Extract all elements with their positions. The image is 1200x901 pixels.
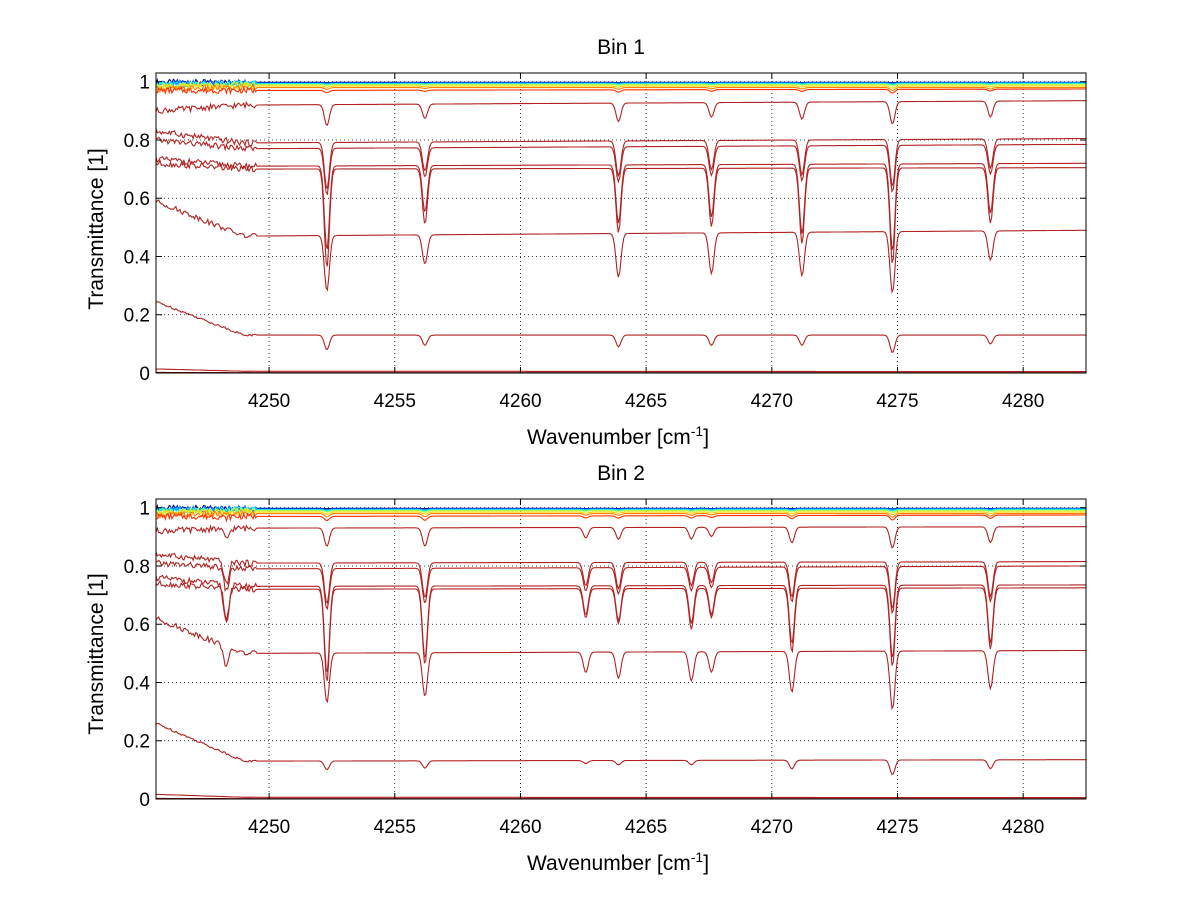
bin-2-axes-frame — [155, 498, 1087, 800]
bin-2-x-tick-label-3: 4265 — [625, 817, 667, 838]
bin-2-y-tick-label-2: 0.4 — [124, 673, 151, 694]
bin-2-series-line-15 — [155, 793, 1086, 799]
bin-1-y-tick-label-0: 0 — [139, 364, 150, 385]
bin-2-series-line-8 — [155, 524, 1086, 549]
bin-1-x-axis-label-superscript: -1 — [691, 423, 704, 439]
bin-1-y-ticks: 0 0.2 0.4 0.6 0.8 1 — [124, 73, 1086, 385]
bin-2-x-tick-label-6: 4280 — [1002, 817, 1044, 838]
bin-1-axes-frame — [155, 72, 1087, 374]
bin-1-y-tick-label-4: 0.8 — [124, 131, 150, 152]
bin-2-series-line-9 — [155, 551, 1086, 610]
bin-2-x-axis-label-superscript: -1 — [691, 849, 704, 865]
bin-2-y-tick-label-4: 0.8 — [124, 557, 150, 578]
bin-2-y-tick-label-5: 1 — [139, 499, 150, 520]
bin-1-series-line-14 — [155, 301, 1086, 354]
bin-1-series-line-6 — [155, 84, 1086, 93]
bin-2-series-line-14 — [155, 722, 1086, 776]
bin-1-x-tick-label-6: 4280 — [1002, 391, 1044, 412]
bin-1-x-tick-label-4: 4270 — [751, 391, 793, 412]
bin-1-x-tick-label-0: 4250 — [248, 391, 290, 412]
bin-1-y-axis-label: Transmittance [1] — [85, 148, 108, 309]
bin-2-series-line-7 — [155, 512, 1086, 523]
bin-2-y-axis-label: Transmittance [1] — [85, 573, 108, 734]
bin-1-series-line-8 — [155, 100, 1086, 127]
bin-1-series-line-5 — [155, 82, 1086, 92]
bin-2-y-tick-label-3: 0.6 — [124, 615, 150, 636]
bin-1-x-axis-label-main: Wavenumber [cm — [527, 426, 691, 449]
bin-2-x-tick-label-4: 4270 — [751, 817, 793, 838]
bin-2-series-line-4 — [155, 506, 1086, 517]
bin-1-series-line-3 — [155, 79, 1086, 89]
bin-2-x-axis-label-main: Wavenumber [cm — [527, 852, 691, 875]
bin-1-title: Bin 1 — [597, 36, 645, 59]
bin-1-x-axis-label: Wavenumber [cm-1] — [527, 423, 709, 449]
bin-2-series-line-5 — [155, 508, 1086, 518]
bin-2-series-line-10 — [155, 559, 1086, 615]
bin-1-series-line-13 — [155, 199, 1086, 294]
bin-1-x-ticks: 4250 4255 4260 4265 4270 4275 4280 — [248, 73, 1044, 412]
bin-2-x-tick-label-2: 4260 — [499, 817, 541, 838]
bin-2-x-axis-label-close: ] — [703, 852, 709, 875]
bin-1-x-tick-label-1: 4255 — [374, 391, 416, 412]
bin-2-x-tick-label-0: 4250 — [248, 817, 290, 838]
bin-2-y-ticks: 0 0.2 0.4 0.6 0.8 1 — [124, 499, 1086, 811]
bin-2-series-line-6 — [155, 510, 1086, 519]
bin-2-y-tick-label-0: 0 — [139, 790, 150, 811]
bin-2-series-line-12 — [155, 579, 1086, 681]
bin-2-x-ticks: 4250 4255 4260 4265 4270 4275 4280 — [248, 499, 1044, 838]
bin-1-series-line-4 — [155, 80, 1086, 91]
bin-2-x-tick-label-5: 4275 — [876, 817, 918, 838]
bin-1-x-tick-label-2: 4260 — [499, 391, 541, 412]
bin-1-x-axis-label-close: ] — [703, 426, 709, 449]
bin-1-x-tick-label-5: 4275 — [876, 391, 918, 412]
bin-2-x-axis-label: Wavenumber [cm-1] — [527, 849, 709, 875]
bin-2-panel: Bin 2 4250 4255 4260 4265 4270 4275 4280 00.20… — [85, 462, 1087, 875]
bin-2-series-line-3 — [155, 505, 1086, 515]
bin-1-series-line-9 — [155, 128, 1086, 190]
bin-2-series-line-13 — [155, 616, 1086, 711]
bin-1-y-tick-label-3: 0.6 — [124, 189, 150, 210]
bin-1-x-tick-label-3: 4265 — [625, 391, 667, 412]
bin-1-series-line-10 — [155, 136, 1086, 196]
bin-1-y-tick-label-2: 0.4 — [124, 247, 151, 268]
bin-1-series-line-15 — [155, 368, 1086, 373]
bin-1-series-line-12 — [155, 159, 1086, 267]
bin-1-y-tick-label-5: 1 — [139, 73, 150, 94]
bin-1-panel: Bin 1 4250 4255 4260 4265 4270 4275 4280 00.20… — [85, 36, 1087, 449]
bin-2-y-tick-label-1: 0.2 — [124, 732, 150, 753]
bin-2-title: Bin 2 — [597, 462, 645, 485]
bin-1-series-line-7 — [155, 86, 1086, 96]
bin-1-y-tick-label-1: 0.2 — [124, 306, 150, 327]
bin-2-x-tick-label-1: 4255 — [374, 817, 416, 838]
